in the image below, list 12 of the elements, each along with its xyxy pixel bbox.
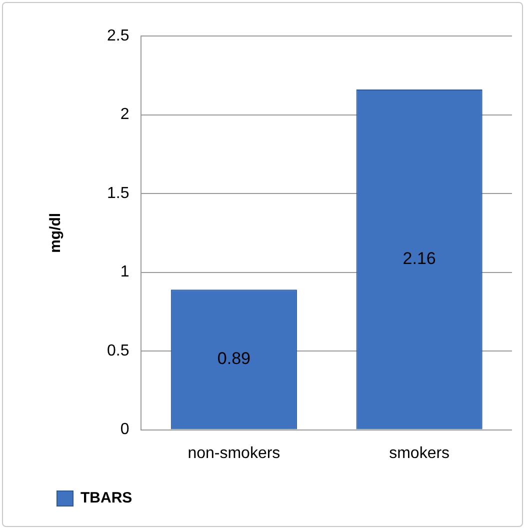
x-tick-label: smokers <box>389 444 450 462</box>
y-tick-label: 2 <box>120 106 130 124</box>
y-tick-label: 2.5 <box>106 27 130 44</box>
y-tick-label: 0 <box>120 421 130 438</box>
legend-label: TBARS <box>80 490 132 507</box>
y-axis-title: mg/dl <box>47 212 64 253</box>
x-tick-label: non-smokers <box>188 444 280 462</box>
y-tick-label: 0.5 <box>106 342 130 360</box>
data-label: 2.16 <box>402 249 436 268</box>
y-tick-label: 1 <box>120 264 130 281</box>
y-tick-label: 1.5 <box>106 184 130 202</box>
data-label: 0.89 <box>217 349 250 368</box>
